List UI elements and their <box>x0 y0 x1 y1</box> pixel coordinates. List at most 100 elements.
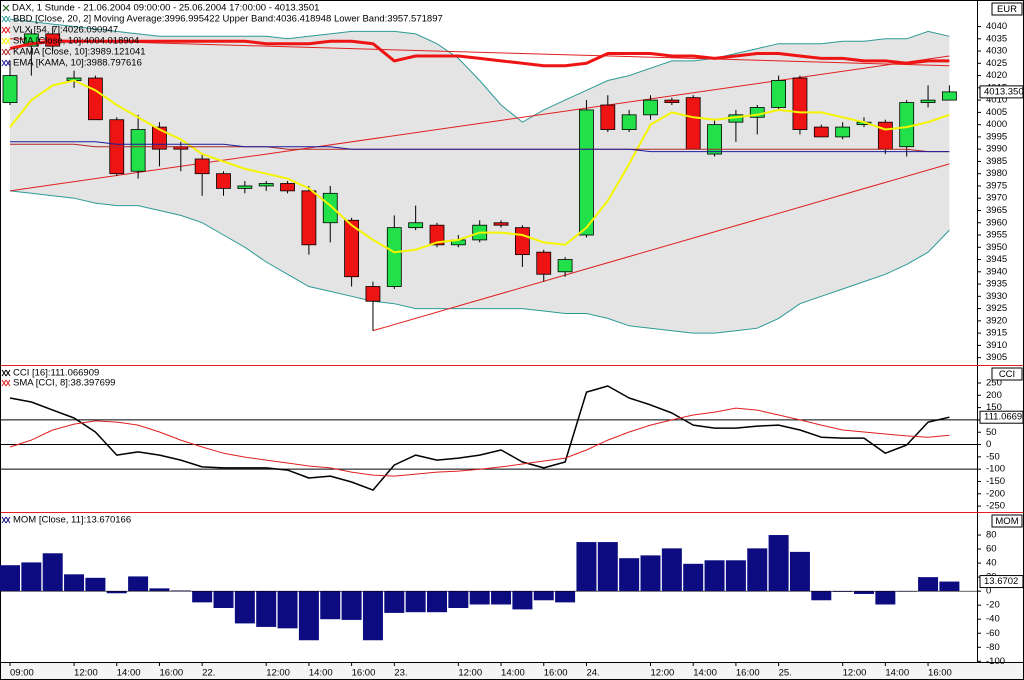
y-tick-label: 3980 <box>986 168 1007 179</box>
axis-header-box <box>991 514 1023 528</box>
y-tick-label: -20 <box>986 600 1000 611</box>
candle-body <box>664 99 680 103</box>
bar <box>597 542 618 592</box>
y-tick-label: -150 <box>986 476 1005 487</box>
bar <box>683 563 704 592</box>
y-tick-label: 0 <box>986 439 991 450</box>
y-tick-label: 4040 <box>986 21 1007 32</box>
bar <box>170 590 191 592</box>
bar <box>704 560 725 592</box>
y-tick-label: 3995 <box>986 131 1007 142</box>
y-tick-label: 3975 <box>986 180 1007 191</box>
bar <box>234 591 255 624</box>
x-tick-label: 14:00 <box>309 668 333 679</box>
legend-icon <box>1 379 11 387</box>
bar <box>469 591 490 605</box>
x-tick-label: 12:00 <box>843 668 867 679</box>
bar <box>918 577 939 592</box>
y-tick-label: -100 <box>986 656 1005 667</box>
x-tick-label: 24. <box>586 668 599 679</box>
y-tick-label: 250 <box>986 378 1002 389</box>
y-tick-label: -100 <box>986 464 1005 475</box>
bar <box>298 591 319 641</box>
bar <box>362 591 383 641</box>
axis-header-box <box>991 367 1023 381</box>
chart-title: DAX, 1 Stunde - 21.06.2004 09:00:00 - 25… <box>12 3 319 14</box>
bar <box>789 551 810 592</box>
series-line <box>10 141 950 153</box>
y-tick-label: 3960 <box>986 217 1007 228</box>
candle-body <box>322 192 338 224</box>
bar <box>832 591 853 592</box>
y-tick-label: 4035 <box>986 33 1007 44</box>
y-tick-label: 3930 <box>986 291 1007 302</box>
legend-icon <box>2 4 10 12</box>
y-tick-label: 3990 <box>986 144 1007 155</box>
bar <box>192 591 213 603</box>
bar <box>427 591 447 613</box>
bar <box>149 588 170 592</box>
y-tick-label: 200 <box>986 390 1002 401</box>
candle-body <box>643 99 658 116</box>
legend-icon <box>1 26 11 34</box>
y-tick-label: 3985 <box>986 156 1007 167</box>
candle-body <box>152 126 167 150</box>
legend-entry: VLX [54, 7]:4026.090947 <box>13 25 118 36</box>
candle-body <box>792 77 808 130</box>
bar <box>555 591 576 603</box>
y-tick-label: -50 <box>986 451 1000 462</box>
x-tick-label: 12:00 <box>266 668 290 679</box>
legend-icon <box>1 37 11 45</box>
legend-entry: CCI [16]:111.066909 <box>13 368 99 379</box>
candle-body <box>942 91 957 101</box>
candle-body <box>493 222 509 226</box>
candle-body <box>194 158 210 175</box>
candle-body <box>515 227 530 256</box>
candle-body <box>130 129 146 172</box>
last-value-label: 4013.350 <box>984 86 1024 97</box>
candle-body <box>771 80 786 108</box>
x-tick-label: 09:00 <box>10 668 34 679</box>
y-tick-label: 4000 <box>986 119 1007 130</box>
bar <box>768 535 789 592</box>
series-line <box>9 79 950 254</box>
y-tick-label: -40 <box>986 614 1000 625</box>
axis-header-box <box>991 2 1023 16</box>
x-tick-label: 12:00 <box>651 668 675 679</box>
y-tick-label: 4020 <box>986 70 1007 81</box>
candle-body <box>301 190 317 246</box>
legend-entry: MOM [Close, 11]:13.670166 <box>13 515 131 526</box>
plot-area <box>0 535 977 641</box>
x-tick-label: 14:00 <box>117 668 141 679</box>
candle-body <box>707 124 722 155</box>
y-tick-label: 80 <box>986 530 997 541</box>
bar <box>939 581 960 592</box>
candle-body <box>920 99 936 103</box>
legend-icon <box>1 48 11 56</box>
bar <box>491 591 512 605</box>
bar <box>640 555 661 592</box>
bar <box>106 591 127 594</box>
y-tick-label: 3940 <box>986 266 1007 277</box>
candle-body <box>386 227 402 287</box>
bar <box>42 553 63 592</box>
y-tick-label: 3970 <box>986 193 1007 204</box>
last-value-box <box>979 85 1024 99</box>
candle-body <box>88 77 103 121</box>
legend-entry: EMA [KAMA, 10]:3988.797616 <box>13 58 142 69</box>
y-tick-label: -250 <box>986 501 1005 512</box>
x-tick-label: 16:00 <box>159 668 183 679</box>
bar <box>405 591 426 613</box>
legend-entry: BBD [Close, 20, 2] Moving Average:3996.9… <box>13 14 443 25</box>
candle-body <box>365 286 381 302</box>
bar <box>576 542 597 592</box>
last-value-box <box>979 575 1024 589</box>
y-tick-label: 3955 <box>986 230 1007 241</box>
bar <box>661 548 682 592</box>
candle-body <box>557 259 573 273</box>
axis-header: MOM <box>995 516 1018 527</box>
bar <box>341 591 362 620</box>
candle-body <box>429 224 445 246</box>
y-tick-label: 4025 <box>986 58 1007 69</box>
x-tick-label: 12:00 <box>458 668 482 679</box>
